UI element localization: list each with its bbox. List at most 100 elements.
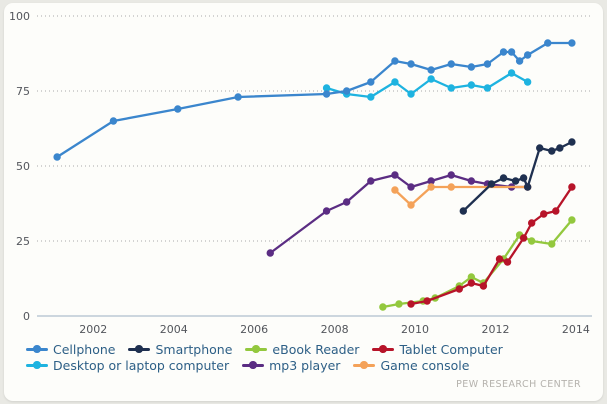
data-point xyxy=(342,87,351,95)
data-point xyxy=(367,93,375,101)
legend-label: Cellphone xyxy=(53,341,116,357)
data-point xyxy=(391,57,399,65)
legend-item-tablet-computer[interactable]: Tablet Computer xyxy=(372,341,503,357)
line-marker-icon xyxy=(26,344,48,355)
data-point xyxy=(447,183,455,191)
series-line xyxy=(409,185,574,306)
data-point xyxy=(447,84,455,92)
data-point xyxy=(540,210,548,218)
data-point xyxy=(407,183,415,191)
chart-card: 0 25 50 75 100 2002 2004 2006 2008 2010 2012 2014 C… xyxy=(4,3,603,401)
legend-label: Smartphone xyxy=(155,341,233,357)
y-axis-tick-label: 50 xyxy=(16,160,30,173)
data-point xyxy=(527,219,536,227)
data-point xyxy=(447,171,455,179)
series-ebook-reader xyxy=(379,216,576,311)
data-point xyxy=(511,177,520,185)
legend-item-game-console[interactable]: Game console xyxy=(353,358,469,373)
data-point xyxy=(467,177,476,185)
data-point xyxy=(427,75,435,83)
line-marker-icon xyxy=(245,344,268,355)
y-axis-tick-label: 75 xyxy=(16,85,30,98)
data-point xyxy=(322,84,331,92)
chart-legend: Cellphone Smartphone eBook Reader Tablet Co… xyxy=(26,341,586,373)
legend-item-desktop-or-laptop-computer[interactable]: Desktop or laptop computer xyxy=(26,358,229,373)
x-axis-tick-label: 2014 xyxy=(562,323,590,336)
data-point xyxy=(519,174,528,182)
data-point xyxy=(523,183,532,191)
legend-label: mp3 player xyxy=(269,357,341,373)
legend-row: Cellphone Smartphone eBook Reader Tablet Co… xyxy=(26,341,586,357)
data-point xyxy=(459,207,467,215)
legend-item-cellphone[interactable]: Cellphone xyxy=(26,342,115,357)
data-point xyxy=(523,78,532,86)
legend-item-mp3-player[interactable]: mp3 player xyxy=(242,358,340,373)
data-point xyxy=(467,81,476,89)
data-point xyxy=(455,285,463,293)
y-axis-tick-label: 100 xyxy=(9,10,30,23)
data-point xyxy=(407,60,415,68)
source-credit: PEW RESEARCH CENTER xyxy=(456,379,581,390)
data-point xyxy=(379,303,387,311)
data-point xyxy=(568,183,576,191)
data-point xyxy=(544,39,552,47)
data-point xyxy=(174,105,182,113)
data-point xyxy=(483,84,492,92)
legend-label: eBook Reader xyxy=(272,341,360,357)
data-point xyxy=(548,240,556,248)
data-point xyxy=(507,48,516,56)
data-point xyxy=(483,60,492,68)
data-point xyxy=(467,279,476,287)
legend-item-smartphone[interactable]: Smartphone xyxy=(128,342,232,357)
data-point xyxy=(548,147,556,155)
x-axis-tick-label: 2008 xyxy=(321,323,349,336)
series-game-console xyxy=(391,183,532,209)
series-desktop-or-laptop-computer xyxy=(322,69,532,101)
data-point xyxy=(395,300,403,308)
data-point xyxy=(109,117,118,125)
series-line xyxy=(381,218,574,309)
data-point xyxy=(407,201,415,209)
legend-label: Game console xyxy=(380,357,470,373)
data-point xyxy=(527,237,536,245)
data-point xyxy=(495,255,504,263)
legend-label: Desktop or laptop computer xyxy=(53,357,230,373)
line-marker-icon xyxy=(128,344,151,355)
data-point xyxy=(342,198,351,206)
data-point xyxy=(479,282,488,290)
data-point xyxy=(53,153,61,161)
y-axis-tick-label: 25 xyxy=(16,235,30,248)
line-marker-icon xyxy=(372,344,395,355)
series-smartphone xyxy=(459,138,576,215)
data-point xyxy=(322,90,331,98)
data-point xyxy=(407,90,415,98)
data-point xyxy=(427,177,435,185)
data-point xyxy=(568,216,576,224)
data-point xyxy=(536,144,544,152)
data-point xyxy=(503,258,512,266)
data-point xyxy=(556,144,564,152)
data-point xyxy=(568,39,576,47)
data-point xyxy=(266,249,274,257)
chart-plot-area: 0 25 50 75 100 2002 2004 2006 2008 2010 2012 2014 xyxy=(4,3,603,343)
legend-item-ebook-reader[interactable]: eBook Reader xyxy=(245,342,359,357)
data-point xyxy=(234,93,242,101)
legend-label: Tablet Computer xyxy=(399,341,503,357)
data-point xyxy=(507,69,516,77)
data-point xyxy=(552,207,560,215)
series-line xyxy=(462,140,574,213)
data-point xyxy=(427,183,435,191)
data-point xyxy=(391,78,399,86)
line-marker-icon xyxy=(353,360,376,371)
x-axis-tick-label: 2006 xyxy=(240,323,268,336)
data-point xyxy=(423,297,431,305)
data-point xyxy=(487,180,496,188)
data-point xyxy=(391,171,399,179)
series-line xyxy=(325,71,529,99)
y-axis-tick-label: 0 xyxy=(23,310,30,323)
data-point xyxy=(322,207,331,215)
x-axis-tick-label: 2004 xyxy=(160,323,188,336)
line-marker-icon xyxy=(26,360,48,371)
x-axis-tick-label: 2010 xyxy=(401,323,429,336)
data-point xyxy=(568,138,576,146)
